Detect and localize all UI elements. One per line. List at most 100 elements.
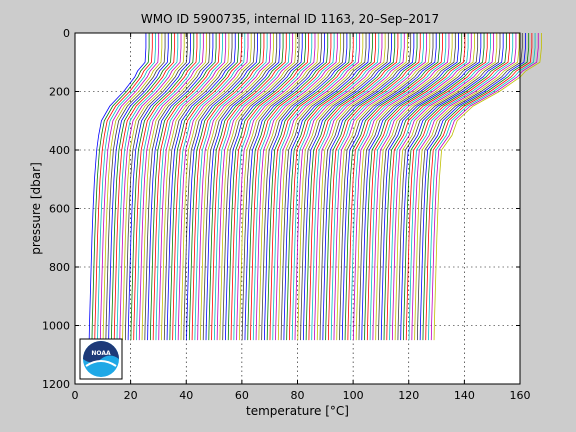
profile-line (333, 33, 428, 341)
profile-line (113, 33, 176, 341)
profile-line (127, 33, 191, 341)
profile-line (97, 33, 156, 341)
profile-line (152, 33, 220, 341)
profile-line (400, 33, 504, 341)
profile-line (238, 33, 319, 341)
profile-line (433, 33, 542, 341)
profile-line (211, 33, 287, 341)
profile-line (105, 33, 166, 341)
x-tick-label: 60 (235, 389, 249, 402)
profile-line (241, 33, 322, 341)
x-tick-label: 120 (398, 389, 419, 402)
profile-line (222, 33, 300, 341)
x-tick-label: 140 (454, 389, 475, 402)
x-tick-label: 0 (72, 389, 79, 402)
profile-line (169, 33, 239, 341)
profile-line (366, 33, 466, 341)
profile-line (425, 33, 533, 341)
profile-line (155, 33, 223, 341)
profile-line (124, 33, 188, 341)
profile-line (302, 33, 392, 341)
profile-line (158, 33, 227, 341)
profile-line (411, 33, 517, 341)
profile-line (91, 33, 150, 341)
profile-line (314, 33, 405, 341)
y-tick-label: 1200 (42, 378, 70, 391)
y-tick-label: 400 (49, 144, 70, 157)
profile-line (133, 33, 198, 341)
profile-line (283, 33, 370, 341)
profile-line (188, 33, 262, 341)
profile-line (378, 33, 479, 341)
profile-line (141, 33, 207, 341)
profile-line (258, 33, 341, 341)
profile-line (386, 33, 488, 341)
profile-line (136, 33, 201, 341)
profile-line (191, 33, 265, 341)
profile-line (255, 33, 338, 341)
profile-line (319, 33, 412, 341)
profile-line (111, 33, 172, 341)
profile-line (250, 33, 332, 341)
profile-line (269, 33, 354, 341)
profile-line (230, 33, 310, 341)
profile-line (428, 33, 536, 341)
profile-line (277, 33, 364, 341)
profile-line (369, 33, 469, 341)
y-axis-label: pressure [dbar] (29, 162, 43, 255)
profile-line (380, 33, 482, 341)
profile-line (361, 33, 459, 341)
profile-line (266, 33, 351, 341)
profile-line (88, 33, 147, 341)
y-tick-label: 0 (63, 27, 70, 40)
profile-line (286, 33, 373, 341)
profile-line (138, 33, 204, 341)
profile-line (216, 33, 294, 341)
profile-line (183, 33, 255, 341)
profile-line (197, 33, 271, 341)
profile-line (394, 33, 498, 341)
profile-line (219, 33, 297, 341)
profile-line (403, 33, 507, 341)
y-tick-label: 1000 (42, 320, 70, 333)
profile-line (353, 33, 450, 341)
y-tick-label: 600 (49, 203, 70, 216)
profile-line (208, 33, 284, 341)
profile-line (175, 33, 246, 341)
profile-line (225, 33, 303, 341)
profile-line (194, 33, 268, 341)
profile-line (202, 33, 278, 341)
profile-line (389, 33, 491, 341)
profile-line (252, 33, 335, 341)
profile-line (172, 33, 243, 341)
profile-line (247, 33, 329, 341)
profile-line (322, 33, 415, 341)
logo-wave (85, 360, 117, 367)
profile-line (116, 33, 179, 341)
profile-line (430, 33, 539, 341)
profile-line (166, 33, 236, 341)
profile-line (147, 33, 214, 341)
axis-ticks: 0 20 40 60 80 100 120 140 160 0 200 400 600 800 1000 12… (42, 27, 531, 402)
profile-line (130, 33, 195, 341)
profile-line (122, 33, 185, 341)
profile-line (358, 33, 456, 341)
profiles (88, 33, 542, 341)
profile-line (163, 33, 233, 341)
profile-line (364, 33, 463, 341)
profile-line (149, 33, 217, 341)
profile-line (275, 33, 361, 341)
profile-line (186, 33, 258, 341)
profile-line (327, 33, 421, 341)
profile-line (311, 33, 402, 341)
y-tick-label: 200 (49, 86, 70, 99)
profile-line (227, 33, 306, 341)
profile-line (161, 33, 230, 341)
profile-line (305, 33, 396, 341)
profile-line (233, 33, 313, 341)
profile-line (325, 33, 418, 341)
profile-line (414, 33, 520, 341)
profile-line (294, 33, 383, 341)
profile-line (180, 33, 252, 341)
